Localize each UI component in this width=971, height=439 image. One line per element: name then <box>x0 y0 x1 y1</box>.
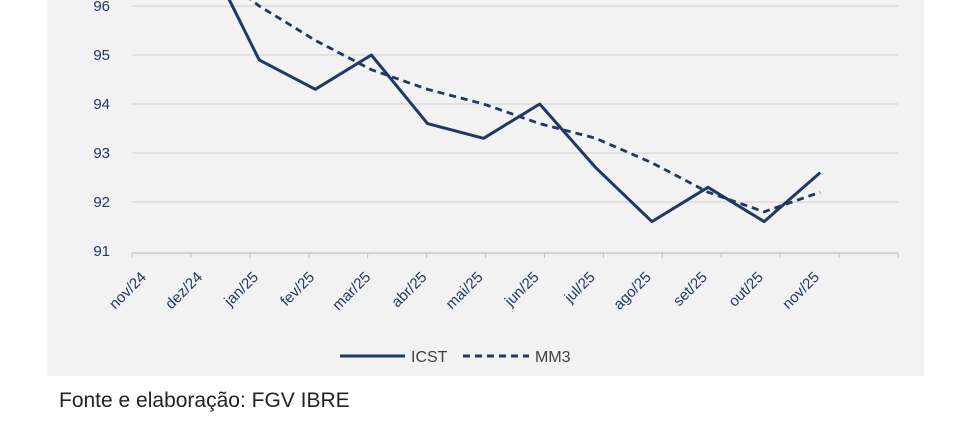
x-tick-label: set/25 <box>670 269 711 310</box>
x-tick-label: nov/25 <box>779 269 823 313</box>
source-note: Fonte e elaboração: FGV IBRE <box>59 389 350 412</box>
y-tick-label: 96 <box>93 0 110 15</box>
y-tick-label: 93 <box>93 145 110 162</box>
y-tick-label: 92 <box>93 194 110 211</box>
x-tick-label: mai/25 <box>443 269 487 313</box>
series-line-mm3 <box>249 0 821 214</box>
x-tick-label: mar/25 <box>329 269 374 314</box>
series-lines <box>227 0 822 224</box>
x-tick-label: jul/25 <box>561 269 599 307</box>
legend-label-icst: ICST <box>411 349 448 366</box>
x-tick-label: ago/25 <box>610 269 654 313</box>
x-tick-label: jan/25 <box>220 269 262 311</box>
series-line-icst <box>227 0 822 224</box>
line-chart: 91 92 93 94 95 96 nov/24 dez/24 jan/25 fev/25 mar… <box>93 0 899 366</box>
x-tick-label: nov/24 <box>106 269 150 313</box>
x-axis-ticks: nov/24 dez/24 jan/25 fev/25 mar/25 abr/25 mai/… <box>106 269 823 314</box>
y-tick-label: 91 <box>93 243 110 260</box>
x-axis <box>131 252 899 258</box>
x-tick-label: out/25 <box>725 269 767 311</box>
chart-panel <box>47 0 924 376</box>
y-axis-ticks: 91 92 93 94 95 96 <box>93 0 110 260</box>
x-tick-label: jun/25 <box>501 269 543 311</box>
legend-label-mm3: MM3 <box>535 349 571 366</box>
legend: ICST MM3 <box>340 349 571 366</box>
gridlines <box>132 5 898 203</box>
y-tick-label: 95 <box>93 47 110 64</box>
x-tick-label: abr/25 <box>388 269 430 311</box>
x-tick-label: dez/24 <box>162 269 206 313</box>
y-tick-label: 94 <box>93 96 110 113</box>
x-tick-label: fev/25 <box>277 269 318 310</box>
